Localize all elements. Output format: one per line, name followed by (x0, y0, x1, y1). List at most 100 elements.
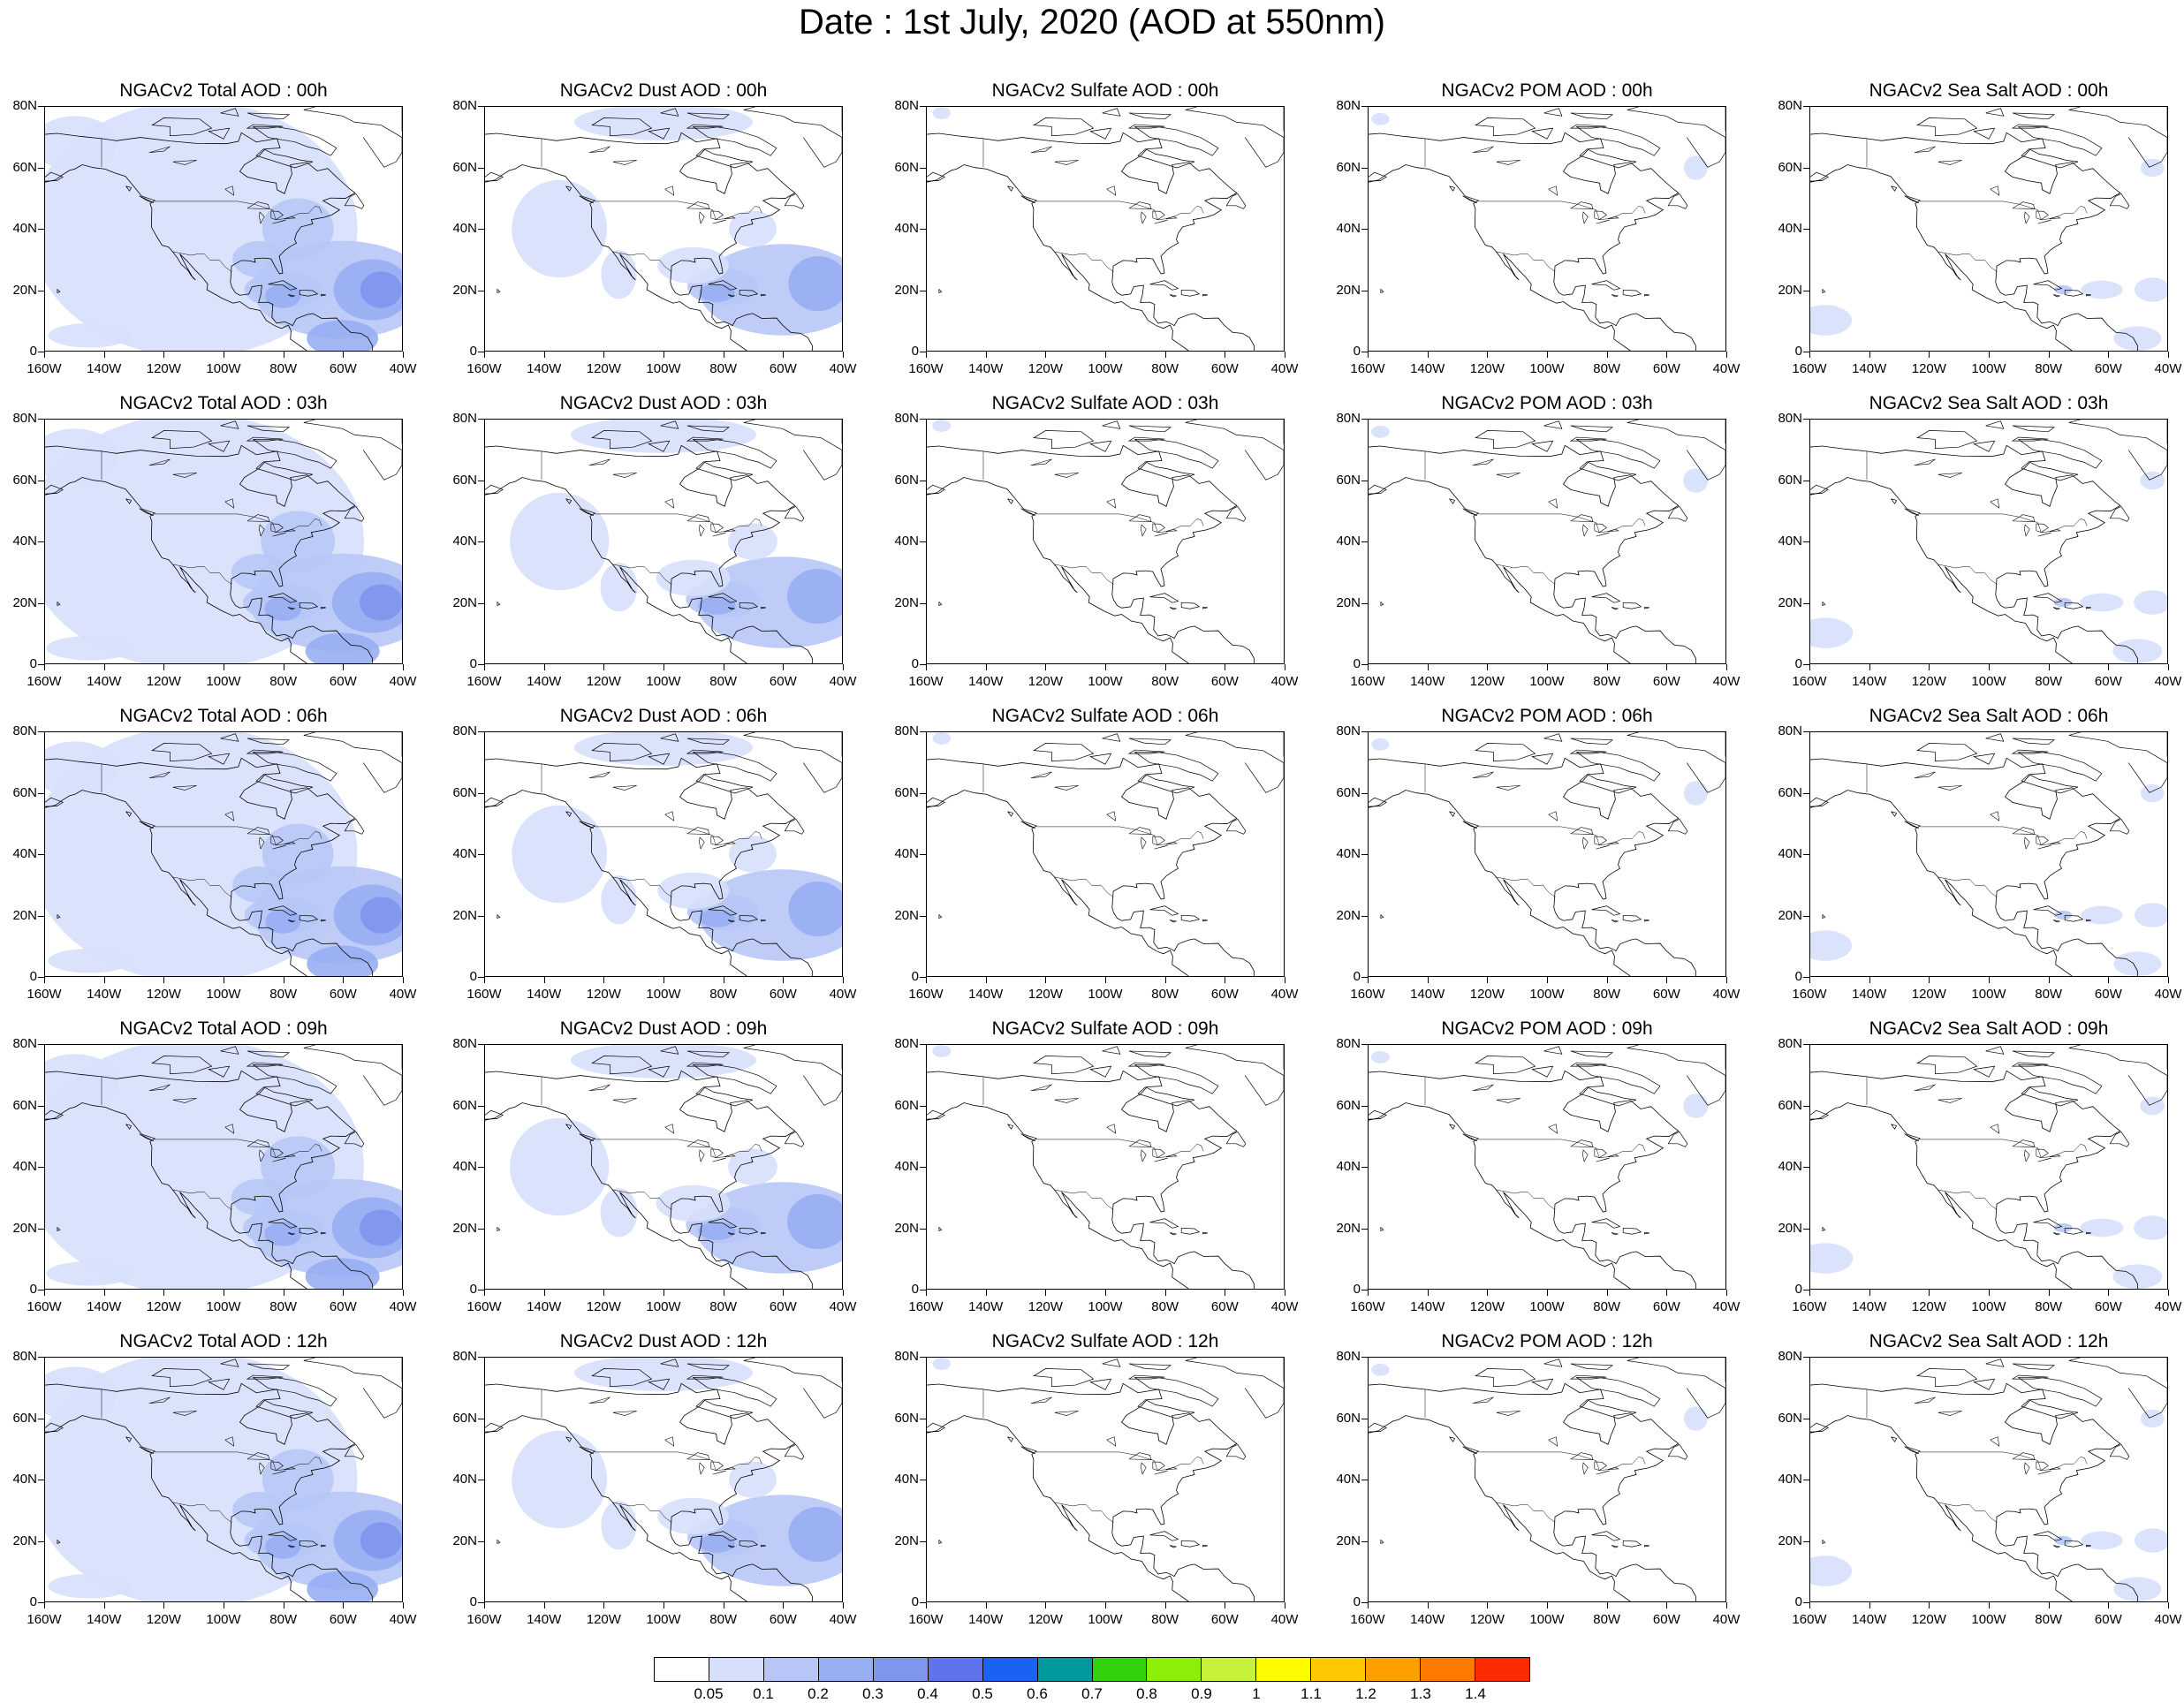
lon-tick (543, 1290, 545, 1296)
colorbar-label: 0.5 (972, 1685, 993, 1702)
panel-title: NGACv2 Sea Salt AOD : 12h (1869, 1331, 2109, 1351)
island-outline (303, 732, 402, 793)
lon-tick (985, 664, 987, 670)
lat-tick (1361, 792, 1368, 794)
lat-tick (38, 167, 44, 169)
island-outline (1904, 821, 1920, 829)
island-outline (761, 1231, 766, 1235)
island-outline (686, 1050, 731, 1058)
island-outline (1904, 195, 1920, 204)
lake-outline (1141, 524, 1147, 537)
island-outline (1575, 1064, 1661, 1094)
island-outline (1149, 280, 1179, 291)
panel-title: NGACv2 POM AOD : 03h (1441, 393, 1653, 413)
coastline-atlantic (1810, 1070, 2138, 1289)
lake-outline (2049, 841, 2061, 844)
island-outline (1007, 185, 1014, 192)
lon-tick (484, 977, 485, 983)
island-outline (220, 733, 239, 742)
lake-outline (1607, 1154, 1619, 1157)
lake-outline (272, 219, 286, 224)
island-outline (2012, 425, 2056, 433)
lon-label: 80W (1151, 361, 1179, 376)
lat-label: 80N (894, 1349, 919, 1364)
lake-outline (2049, 528, 2061, 532)
lat-label: 0 (469, 969, 477, 984)
lon-label: 80W (1151, 674, 1179, 689)
aod-shading (698, 1222, 736, 1240)
island-outline (2033, 905, 2063, 916)
island-outline (246, 1374, 284, 1380)
lake-outline (272, 1470, 286, 1475)
panel-title: NGACv2 Dust AOD : 06h (559, 706, 768, 726)
coastline-atlantic (45, 132, 373, 351)
coastline-atlantic (927, 444, 1255, 663)
lat-label: 20N (12, 907, 37, 923)
lon-label: 40W (1712, 987, 1740, 1002)
island-outline (2011, 1062, 2049, 1067)
map-canvas (45, 1045, 402, 1289)
lake-outline (272, 532, 286, 537)
lat-label: 80N (1336, 98, 1361, 113)
lon-tick (1989, 977, 1990, 983)
island-outline (1169, 920, 1178, 923)
island-outline (1627, 107, 1725, 168)
island-outline (2017, 439, 2103, 469)
lon-label: 160W (1792, 674, 1827, 689)
lake-outline (1141, 1462, 1147, 1475)
island-outline (1904, 1133, 1920, 1142)
lon-tick (1164, 352, 1166, 358)
island-outline (565, 1124, 573, 1130)
lon-tick (1809, 664, 1810, 670)
lake-outline (1165, 216, 1178, 219)
lake-outline (699, 524, 705, 537)
lat-label: 60N (452, 1410, 477, 1426)
lon-label: 60W (769, 361, 797, 376)
island-outline (1449, 1436, 1456, 1442)
island-outline (151, 430, 213, 450)
island-outline (1202, 919, 1208, 922)
island-outline (1134, 1377, 1219, 1407)
lake-outline (2037, 532, 2051, 537)
island-outline (1020, 821, 1036, 829)
aod-shading (2081, 905, 2123, 925)
island-outline (2033, 1531, 2063, 1541)
island-outline (648, 753, 671, 765)
aod-shading (46, 635, 133, 661)
lake-outline (224, 1124, 235, 1134)
lat-tick (1803, 106, 1809, 107)
island-outline (784, 1443, 805, 1460)
lon-label: 140W (968, 1299, 1004, 1314)
lake-outline (1128, 1452, 1152, 1460)
lon-tick (1929, 1290, 1930, 1296)
island-outline (1202, 1231, 1208, 1235)
lon-tick (103, 1602, 105, 1608)
lon-label: 80W (269, 361, 298, 376)
map-canvas (485, 732, 842, 976)
aod-shading (574, 732, 753, 766)
island-outline (1369, 1109, 1387, 1120)
lat-label: 0 (29, 1282, 37, 1297)
island-outline (1543, 1046, 1563, 1055)
aod-shading (1370, 1050, 1390, 1063)
country-border (1119, 1451, 1204, 1471)
lat-label: 40N (1778, 1159, 1802, 1174)
panel-title: NGACv2 Dust AOD : 00h (559, 80, 768, 101)
island-outline (1591, 280, 1621, 291)
country-border (238, 513, 322, 533)
map-frame (484, 731, 843, 977)
lat-tick (478, 915, 484, 917)
island-outline (660, 733, 679, 742)
island-outline (139, 821, 155, 829)
country-border (1054, 1502, 1114, 1523)
lake-outline (1990, 811, 2000, 821)
lake-outline (724, 1154, 736, 1157)
lake-outline (2036, 210, 2049, 221)
island-outline (1579, 1399, 1637, 1419)
island-outline (1667, 1131, 1688, 1147)
island-outline (2021, 461, 2079, 481)
lat-label: 0 (911, 1594, 919, 1609)
lake-outline (148, 771, 171, 779)
aod-shading (574, 1358, 753, 1391)
island-outline (1369, 171, 1387, 182)
